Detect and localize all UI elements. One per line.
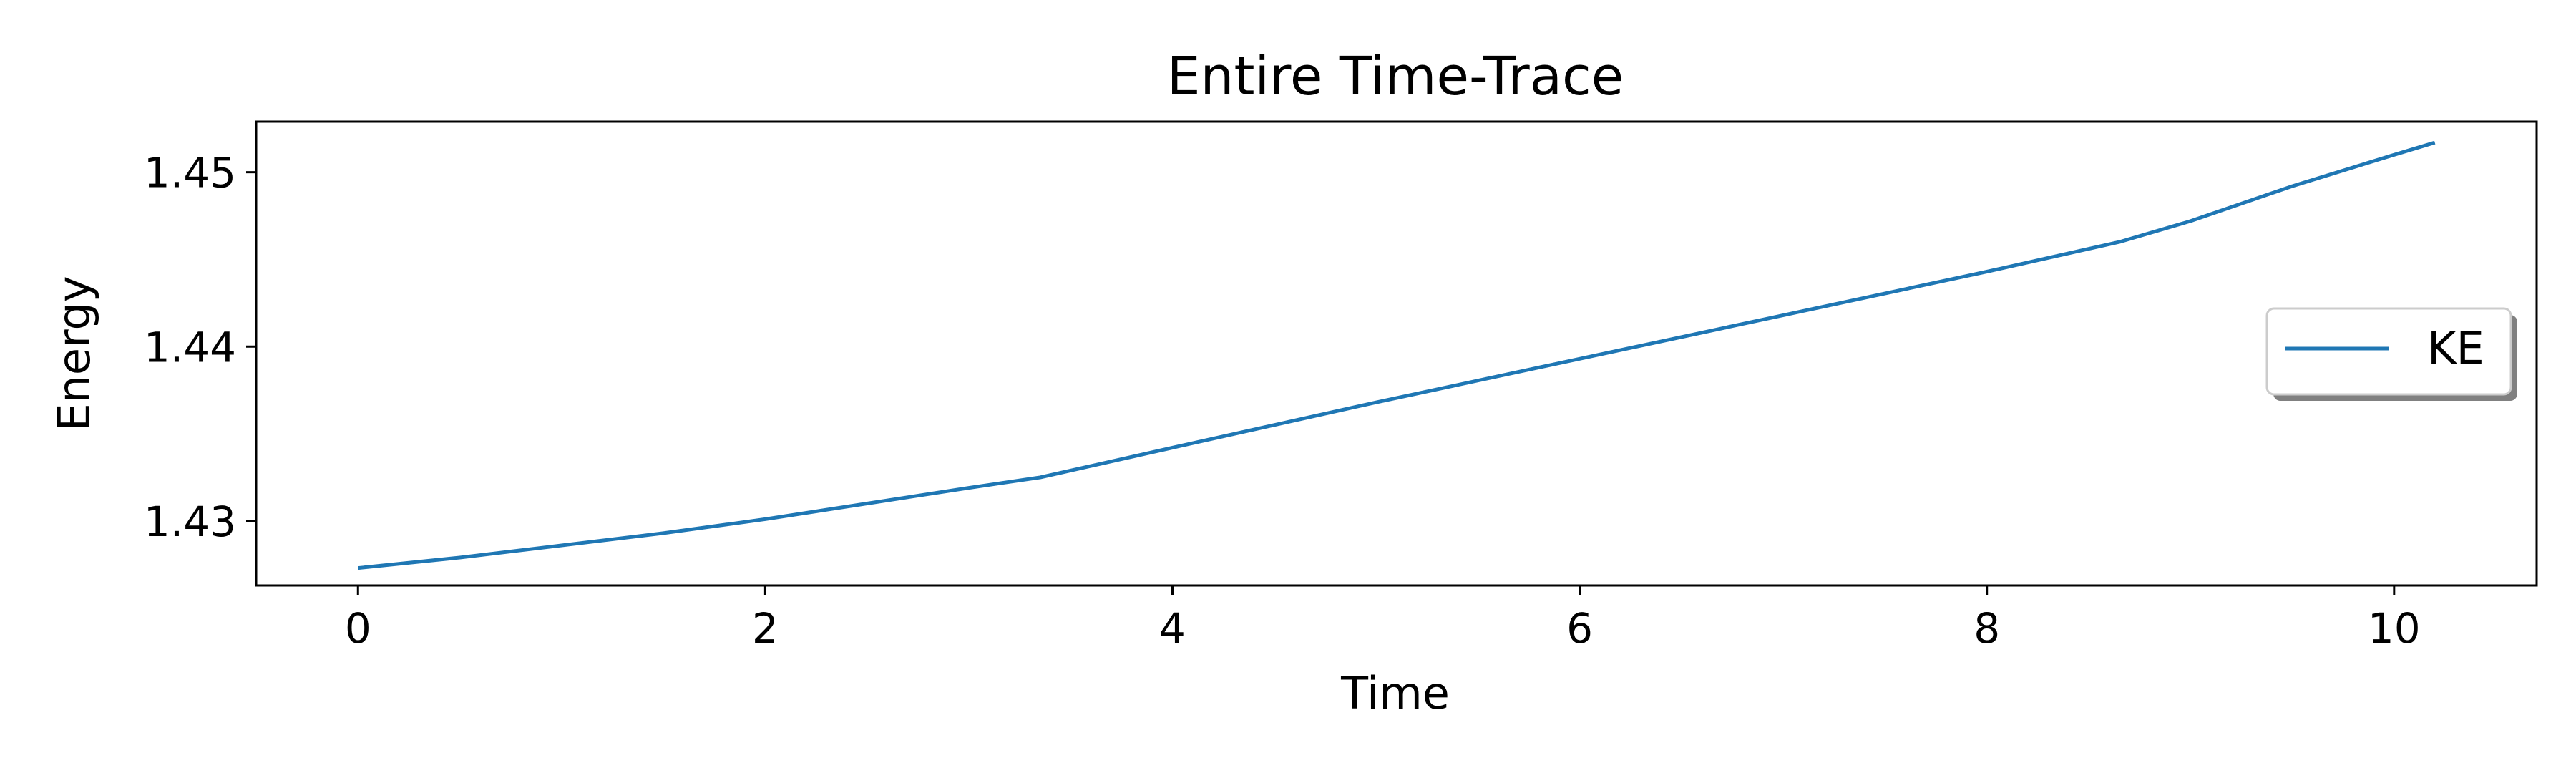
y-tick-label: 1.45 (144, 149, 236, 198)
series-line-ke (358, 140, 2436, 570)
y-tick-label: 1.43 (144, 497, 236, 546)
series-layer (358, 140, 2436, 570)
x-axis-ticks: 0 2 4 6 8 10 (345, 585, 2421, 653)
plot-frame (255, 120, 2538, 587)
chart-title: Entire Time-Trace (1167, 46, 1624, 107)
x-tick-label: 0 (345, 604, 371, 653)
x-tick-label: 4 (1159, 604, 1186, 653)
y-axis-ticks: 1.43 1.44 1.45 (144, 149, 256, 546)
x-axis-label: Time (1340, 667, 1450, 719)
legend-box (2265, 307, 2512, 396)
legend-label-ke: KE (2427, 322, 2484, 374)
y-axis-label: Energy (48, 276, 100, 431)
plot-area: 0 2 4 6 8 10 1.43 1.44 1.45 (144, 120, 2538, 653)
x-tick-label: 2 (752, 604, 779, 653)
y-tick-label: 1.44 (144, 323, 236, 371)
x-tick-label: 6 (1566, 604, 1593, 653)
x-tick-label: 10 (2368, 604, 2421, 653)
legend: KE (2265, 307, 2517, 401)
x-tick-label: 8 (1974, 604, 2000, 653)
